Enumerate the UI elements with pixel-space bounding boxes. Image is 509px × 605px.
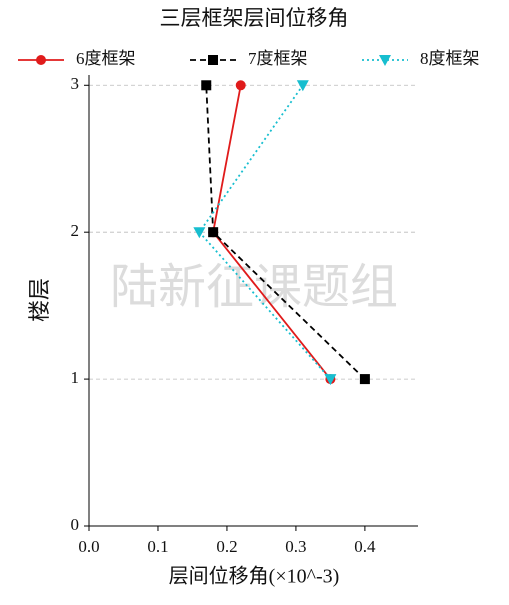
y-tick-label: 1 <box>71 368 80 387</box>
watermark: 陆新征课题组 <box>110 261 398 314</box>
legend-label: 6度框架 <box>76 49 136 68</box>
data-point <box>296 80 309 92</box>
data-point <box>359 374 370 385</box>
legend-marker <box>379 55 391 66</box>
legend-label: 7度框架 <box>248 49 308 68</box>
x-tick-label: 0.1 <box>147 537 168 556</box>
data-point <box>193 227 206 239</box>
data-point <box>208 227 219 238</box>
x-tick-label: 0.2 <box>216 537 237 556</box>
x-tick-label: 0.0 <box>78 537 99 556</box>
x-axis-label: 层间位移角(×10^-3) <box>169 565 340 588</box>
data-point <box>235 80 246 91</box>
chart-title: 三层框架层间位移角 <box>160 6 349 30</box>
x-tick-label: 0.3 <box>285 537 306 556</box>
data-point <box>324 374 337 386</box>
data-point <box>201 80 212 91</box>
legend-label: 8度框架 <box>420 49 480 68</box>
y-axis-label: 楼层 <box>27 278 52 322</box>
y-tick-label: 2 <box>71 221 80 240</box>
y-tick-label: 0 <box>71 515 80 534</box>
legend-marker <box>36 55 46 65</box>
x-tick-label: 0.4 <box>354 537 376 556</box>
legend-marker <box>208 55 218 65</box>
y-tick-label: 3 <box>71 74 80 93</box>
